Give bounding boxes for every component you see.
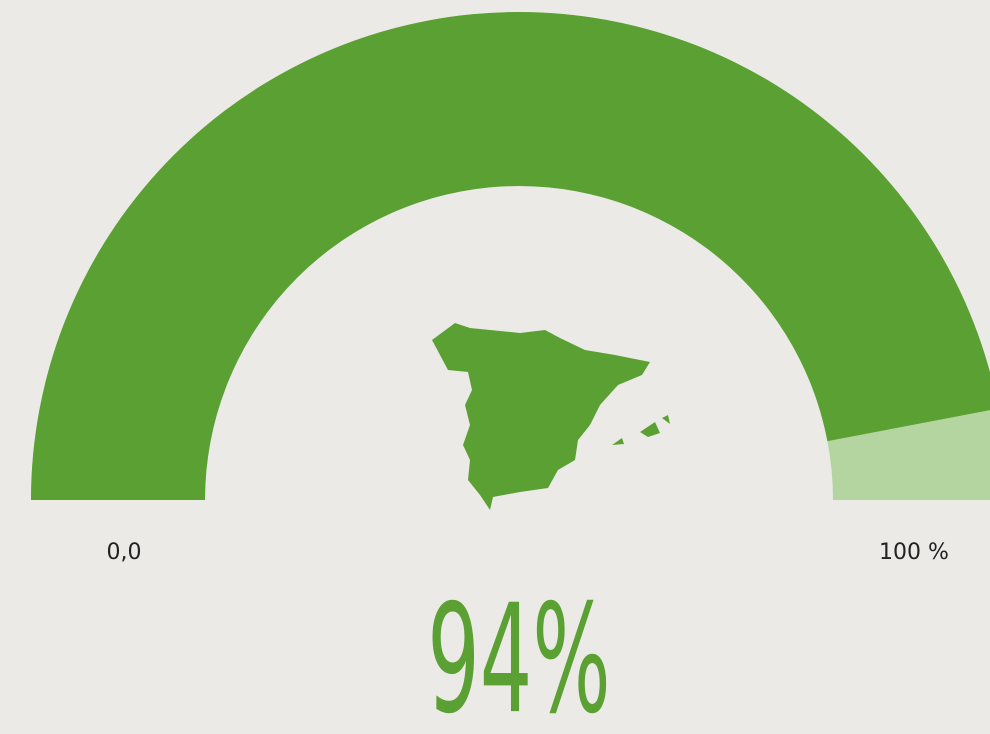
spain-map bbox=[432, 323, 670, 510]
gauge-tick-label: 0,0 bbox=[107, 540, 142, 565]
gauge-value-arc bbox=[31, 12, 990, 500]
gauge bbox=[31, 12, 990, 500]
gauge-value-label: 94% bbox=[427, 572, 610, 734]
gauge-tick-label: 100 % bbox=[879, 540, 949, 565]
